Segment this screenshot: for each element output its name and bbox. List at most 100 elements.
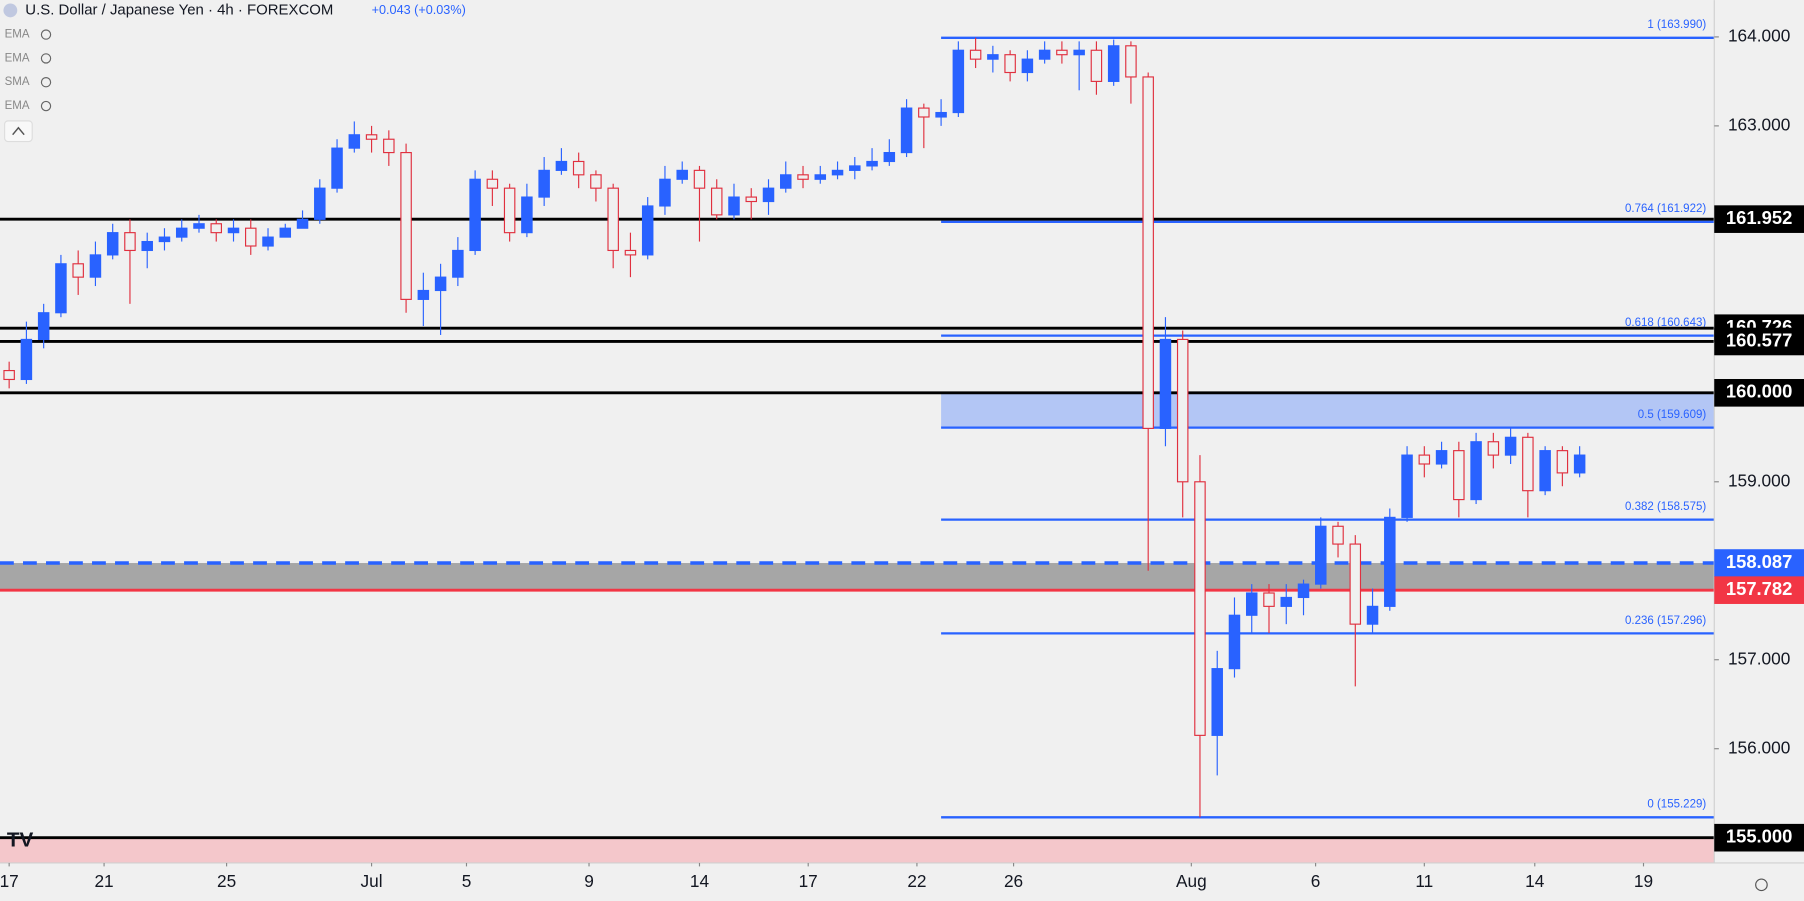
zone <box>0 563 1715 591</box>
candle-body <box>762 187 775 203</box>
visibility-toggle[interactable] <box>40 29 52 40</box>
candle-body <box>624 249 637 256</box>
candle-body <box>37 312 50 341</box>
candle-body <box>279 227 292 238</box>
candle-body <box>20 338 33 381</box>
candle-body <box>1004 54 1016 74</box>
x-tick-label: 5 <box>462 871 472 891</box>
candle-body <box>296 218 309 229</box>
price-label: 157.782 <box>1726 578 1792 599</box>
candle-body <box>331 147 343 189</box>
fib-label: 0.5 (159.609) <box>1638 409 1707 421</box>
candle-body <box>89 254 102 278</box>
candle-body <box>469 178 481 252</box>
candle-body <box>1245 592 1258 616</box>
visibility-toggle[interactable] <box>40 100 52 112</box>
candle-body <box>1280 596 1293 607</box>
fib-label: 0.236 (157.296) <box>1625 615 1706 627</box>
x-tick-label: 25 <box>217 871 236 891</box>
candle-body <box>1453 450 1465 501</box>
time-axis <box>0 862 1804 901</box>
candle-body <box>607 187 619 252</box>
candle-body <box>1297 583 1310 599</box>
candle-body <box>900 107 913 154</box>
candle-body <box>72 263 84 278</box>
x-tick-label: 21 <box>94 871 113 891</box>
candle-body <box>1366 605 1379 625</box>
x-tick-label: 19 <box>1634 871 1653 891</box>
fib-label: 0.764 (161.922) <box>1625 203 1706 215</box>
candle-body <box>175 227 188 238</box>
x-tick-label: 14 <box>1525 871 1545 891</box>
candle-body <box>918 107 930 118</box>
indicator-label: EMA <box>5 100 30 112</box>
x-tick-label: 26 <box>1004 871 1023 891</box>
price-label-box <box>1714 549 1804 577</box>
candle-body <box>124 232 136 252</box>
candle-body <box>365 134 378 140</box>
price-label: 158.087 <box>1726 551 1792 572</box>
candle-body <box>1384 516 1396 607</box>
x-tick-label: 11 <box>1415 871 1433 891</box>
candle-body <box>1332 525 1344 545</box>
price-label: 160.577 <box>1726 329 1792 350</box>
indicator-label: EMA <box>5 52 30 64</box>
candle-body <box>503 187 516 234</box>
candle-body <box>3 369 15 381</box>
candle-body <box>1401 454 1413 518</box>
candle-body <box>400 152 412 300</box>
zone <box>0 837 1715 863</box>
y-tick-label: 163.000 <box>1728 114 1790 134</box>
candle-body <box>745 196 758 203</box>
candle-body <box>417 289 430 300</box>
candle-body <box>1487 441 1500 456</box>
candle-body <box>1573 454 1586 474</box>
candle-body <box>55 263 67 314</box>
collapse-button[interactable] <box>4 120 33 143</box>
candle-body <box>987 54 999 60</box>
candle-body <box>1159 338 1172 429</box>
candle-body <box>106 232 119 256</box>
fib-label: 0.618 (160.643) <box>1625 317 1706 329</box>
price-label-box <box>1714 823 1804 852</box>
flag-icon <box>3 3 18 18</box>
indicator-label: SMA <box>5 76 30 88</box>
candle-body <box>158 236 171 243</box>
candle-body <box>883 152 896 163</box>
x-tick-label: Jul <box>361 871 383 891</box>
candle-body <box>831 169 844 176</box>
price-label: 160.000 <box>1726 381 1792 402</box>
candle-body <box>262 236 274 247</box>
price-axis <box>1714 0 1804 901</box>
candle-body <box>314 187 326 220</box>
candle-body <box>659 178 671 207</box>
candle-body <box>1228 614 1241 670</box>
candle-body <box>1263 592 1275 607</box>
settings-button[interactable] <box>1755 878 1768 892</box>
collapse-icon <box>12 126 25 136</box>
price-label-box <box>1714 205 1804 233</box>
candle-body <box>538 169 550 198</box>
zone <box>941 392 1715 428</box>
candle-body <box>245 227 257 247</box>
visibility-toggle[interactable] <box>40 77 52 88</box>
candle-body <box>434 276 447 292</box>
candle-body <box>676 169 688 180</box>
candle-body <box>1522 436 1534 492</box>
candle-body <box>572 160 585 176</box>
candle-body <box>1504 436 1517 456</box>
candle-body <box>1125 45 1137 78</box>
visibility-toggle[interactable] <box>40 53 52 64</box>
y-tick-label: 164.000 <box>1728 25 1790 45</box>
candle-body <box>348 134 361 149</box>
candle-body <box>1349 543 1362 625</box>
candle-body <box>849 165 861 171</box>
candle-body <box>1539 450 1551 492</box>
price-label-box <box>1714 576 1804 604</box>
candle-body <box>521 196 533 234</box>
price-change: +0.043 (+0.03%) <box>372 3 466 17</box>
x-tick-label: 17 <box>799 871 818 891</box>
candle-body <box>935 111 947 118</box>
candle-body <box>1470 441 1482 501</box>
